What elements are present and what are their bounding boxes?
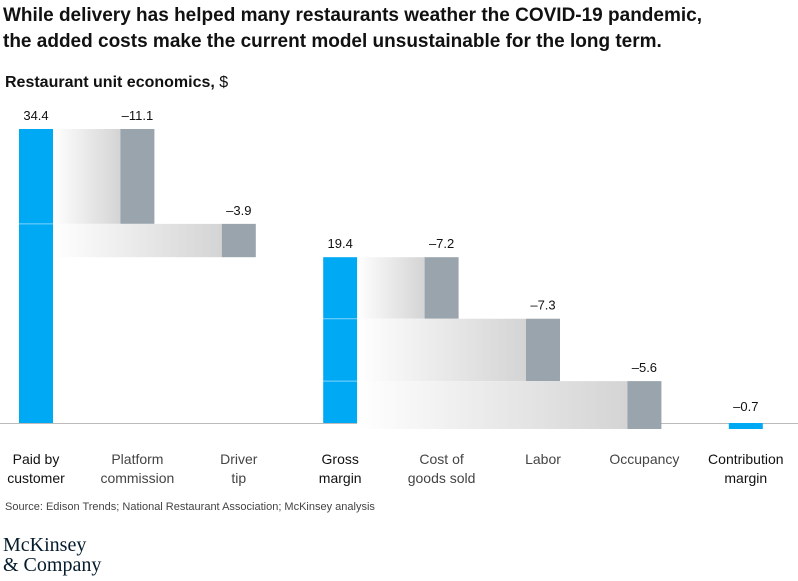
category-label-1-1: commission (100, 470, 174, 486)
source-note: Source: Edison Trends; National Restaura… (5, 501, 375, 513)
chart-subtitle: Restaurant unit economics, $ (5, 74, 228, 92)
category-label-6-0: Occupancy (609, 451, 679, 467)
connector-fade-5 (357, 318, 526, 382)
bar-0 (19, 129, 53, 423)
category-label-4-1: goods sold (408, 470, 476, 486)
chart-title-line-1: While delivery has helped many restauran… (3, 5, 703, 26)
value-label-0: 34.4 (23, 108, 48, 123)
connector-fade-2 (53, 223, 222, 258)
category-label-7-0: Contribution (708, 451, 784, 467)
chart-subtitle-unit: $ (219, 74, 229, 91)
bar-6 (627, 381, 662, 429)
connector-fade-1 (53, 129, 121, 224)
bar-3 (323, 257, 358, 423)
bar-7 (728, 423, 763, 429)
connector-fade-6 (357, 381, 628, 429)
bar-1 (120, 129, 155, 224)
chart-title-line-2: the added costs make the current model u… (3, 31, 662, 52)
chart-title: While delivery has helped many restauran… (3, 3, 797, 55)
bar-5 (526, 318, 560, 382)
category-label-2-1: tip (231, 470, 246, 486)
logo-line-1: McKinsey (3, 534, 87, 556)
value-label-4: –7.2 (429, 236, 454, 251)
connector-fade-4 (357, 257, 425, 319)
category-label-3-1: margin (319, 470, 362, 486)
category-label-5-0: Labor (525, 451, 561, 467)
logo-line-2: & Company (3, 554, 102, 576)
bar-2 (221, 223, 256, 258)
mckinsey-logo: McKinsey & Company (3, 535, 101, 575)
value-label-7: –0.7 (733, 399, 758, 414)
bar-4 (424, 257, 459, 319)
chart-subtitle-text: Restaurant unit economics, (5, 74, 215, 91)
category-label-0-1: customer (7, 470, 65, 486)
category-label-0-0: Paid by (13, 451, 60, 467)
category-label-4-0: Cost of (419, 451, 463, 467)
value-label-2: –3.9 (226, 203, 251, 218)
value-label-3: 19.4 (328, 236, 353, 251)
waterfall-chart: 34.4 Paid by customer –11.1 Platform commissi… (0, 108, 798, 486)
category-label-1-0: Platform (111, 451, 163, 467)
category-label-7-1: margin (724, 470, 767, 486)
category-label-3-0: Gross (322, 451, 359, 467)
value-label-1: –11.1 (122, 108, 154, 123)
value-label-5: –7.3 (530, 298, 555, 313)
value-label-6: –5.6 (632, 360, 657, 375)
category-label-2-0: Driver (220, 451, 258, 467)
